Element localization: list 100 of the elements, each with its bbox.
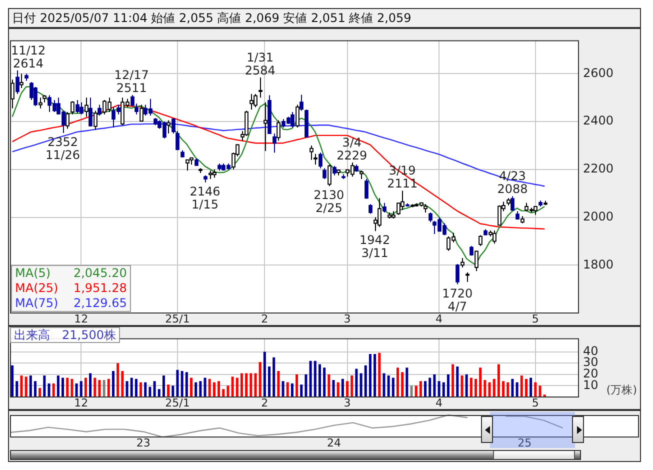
- bar: [492, 378, 496, 397]
- bar: [48, 383, 50, 397]
- bar: [300, 384, 303, 397]
- bar: [254, 373, 257, 397]
- bar: [250, 373, 252, 397]
- bar: [167, 384, 170, 397]
- bar: [401, 372, 404, 397]
- bar: [222, 389, 225, 397]
- bar: [43, 376, 46, 397]
- y-tick-label: 2200: [583, 162, 614, 176]
- bar: [140, 382, 142, 397]
- bar: [534, 382, 537, 397]
- bar: [107, 378, 110, 397]
- bar: [116, 363, 120, 397]
- bar: [29, 376, 32, 397]
- bar: [323, 368, 326, 397]
- bar: [240, 373, 243, 397]
- bar: [80, 381, 82, 397]
- bar: [484, 380, 486, 397]
- bar: [410, 386, 413, 397]
- chart-title: 日付 2025/05/07 11:04 始値 2,055 高値 2,069 安値 2,051 終値 2,059: [8, 8, 641, 28]
- bar: [424, 381, 427, 397]
- bar: [130, 378, 133, 397]
- bar: [368, 354, 372, 397]
- bar: [24, 376, 28, 397]
- bar: [524, 378, 528, 397]
- bar: [172, 386, 174, 397]
- bar: [226, 386, 230, 397]
- bar: [396, 368, 400, 397]
- y-tick-label: 1800: [583, 257, 614, 272]
- x-tick-label: 25/1: [165, 396, 190, 410]
- bar: [282, 381, 284, 397]
- y-tick-label: 2000: [583, 209, 614, 224]
- annotation: 2352 11/26: [45, 135, 80, 162]
- annotation: 3/4 2229: [336, 135, 368, 162]
- annotation: 12/17 2511: [114, 68, 149, 95]
- annotation: 1720 4/7: [442, 286, 473, 314]
- x-tick-label: 4: [436, 312, 443, 326]
- bar: [153, 381, 156, 397]
- bar: [328, 374, 330, 397]
- bar: [268, 366, 271, 397]
- bar: [258, 362, 262, 397]
- x-tick-label: 4: [436, 396, 443, 410]
- bar: [180, 370, 184, 397]
- y-tick-label: 40: [583, 344, 598, 358]
- bar: [387, 376, 390, 397]
- bar: [98, 380, 101, 397]
- x-tick-label: 5: [532, 312, 539, 326]
- bar: [194, 382, 198, 397]
- bar: [263, 352, 266, 397]
- bar: [286, 382, 289, 397]
- bar: [11, 365, 14, 397]
- bar: [190, 378, 193, 397]
- chart-title: 出来高 21,500株: [10, 327, 120, 343]
- bar: [433, 374, 436, 397]
- y-tick-label: 2400: [583, 114, 614, 128]
- bar: [134, 378, 138, 397]
- bar: [70, 378, 74, 397]
- bar: [126, 381, 128, 397]
- bar: [185, 372, 188, 397]
- bar: [277, 370, 280, 397]
- bar: [121, 370, 124, 397]
- text: MA(75) 2,129.65: [15, 296, 127, 311]
- bar: [350, 376, 354, 397]
- bar: [374, 354, 376, 397]
- bar: [419, 381, 422, 397]
- bar: [144, 382, 147, 397]
- x-tick-label: 3: [344, 312, 351, 326]
- bar: [272, 357, 276, 397]
- bar: [355, 368, 358, 397]
- bar: [148, 386, 152, 397]
- bar: [428, 378, 432, 397]
- bar: [162, 376, 165, 397]
- bar: [296, 374, 298, 397]
- bar: [236, 378, 238, 397]
- y-tick-label: 2600: [583, 66, 614, 80]
- bar: [488, 382, 491, 397]
- bar: [414, 386, 418, 397]
- x-tick-label: 2: [261, 396, 268, 410]
- annotation: 1942 3/11: [360, 233, 390, 260]
- bar: [502, 381, 505, 397]
- bar: [438, 381, 440, 397]
- bar: [89, 373, 92, 397]
- bar: [360, 373, 362, 397]
- text: MA(25) 1,951.28: [15, 281, 127, 296]
- bar: [530, 378, 532, 397]
- bar: [16, 381, 18, 397]
- bar: [332, 380, 335, 397]
- bar: [112, 370, 115, 397]
- bar: [511, 378, 514, 397]
- bar: [309, 360, 312, 397]
- y-axis-title: (万株): [606, 383, 637, 396]
- bar: [208, 378, 211, 397]
- bar: [20, 376, 23, 397]
- bar: [314, 360, 316, 397]
- bar: [158, 389, 160, 397]
- bar: [364, 365, 367, 397]
- bar: [56, 376, 60, 397]
- x-tick-label: 24: [327, 436, 342, 450]
- bar: [392, 378, 394, 397]
